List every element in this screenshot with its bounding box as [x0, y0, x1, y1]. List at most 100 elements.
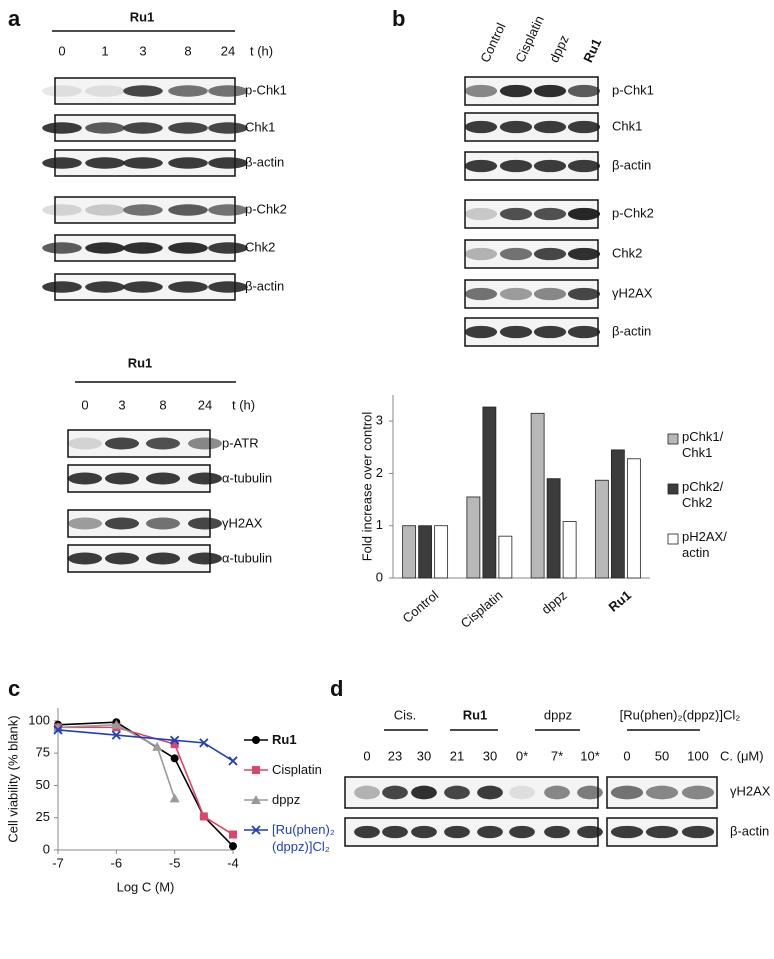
- blot-band: [123, 281, 163, 293]
- lane-label: Control: [477, 20, 508, 64]
- group-header: [Ru(phen)₂(dppz)]Cl₂: [620, 707, 741, 722]
- legend-marker: [252, 736, 260, 744]
- panel-label: a: [8, 6, 21, 31]
- blot-band: [187, 552, 223, 565]
- legend-swatch: [667, 433, 679, 445]
- blot-band: [187, 517, 223, 530]
- blot-band: [567, 84, 601, 98]
- y-tick-label: 100: [28, 712, 50, 727]
- blot-band: [645, 825, 679, 839]
- x-tick-label: Cisplatin: [458, 587, 506, 631]
- blot-band: [67, 472, 103, 485]
- blot-label: Chk1: [612, 118, 642, 133]
- blot-band: [168, 242, 208, 254]
- blot: [606, 776, 718, 809]
- blot-band: [645, 785, 679, 800]
- series-line: [57, 723, 176, 799]
- blot-band: [533, 207, 567, 221]
- blot-band: [42, 242, 82, 254]
- lane-label: 3: [139, 43, 146, 58]
- blot-band: [544, 825, 570, 839]
- bar: [482, 406, 497, 579]
- blot-band: [145, 437, 181, 450]
- lane-label: 24: [221, 43, 235, 58]
- marker: [199, 738, 209, 748]
- bar: [562, 521, 577, 579]
- legend-item: pChk1/ Chk1: [682, 429, 724, 460]
- blot-band: [168, 85, 208, 97]
- blot: [42, 114, 248, 142]
- blot-label: Chk2: [245, 239, 275, 254]
- lane-label: 21: [450, 748, 464, 763]
- x-tick-label: -4: [227, 855, 239, 870]
- y-tick-label: 50: [36, 777, 50, 792]
- blot-label: γH2AX: [730, 783, 771, 798]
- blot-band: [208, 242, 248, 254]
- x-tick-label: Control: [400, 587, 442, 626]
- blot-band: [187, 437, 223, 450]
- blot-band: [567, 207, 601, 221]
- blot: [42, 77, 248, 105]
- blot-band: [42, 281, 82, 293]
- blot-band: [681, 785, 715, 800]
- lane-label: 10*: [580, 748, 600, 763]
- unit-label: C. (μM): [720, 748, 764, 763]
- blot-band: [208, 122, 248, 134]
- blot-label: β-actin: [245, 278, 284, 293]
- blot-band: [85, 281, 125, 293]
- blot-band: [411, 785, 437, 800]
- blot-band: [145, 552, 181, 565]
- blot-band: [509, 785, 535, 800]
- blot-band: [168, 281, 208, 293]
- blot: [67, 544, 223, 573]
- unit-label: t (h): [250, 43, 273, 58]
- blot: [464, 76, 601, 106]
- blot: [344, 776, 603, 809]
- blot-band: [499, 247, 533, 261]
- lane-label: 0: [623, 748, 630, 763]
- blot-label: β-actin: [245, 154, 284, 169]
- blot-band: [567, 120, 601, 134]
- bar: [498, 535, 513, 579]
- blot-band: [104, 517, 140, 530]
- legend-item: pChk2/ Chk2: [682, 479, 723, 510]
- blot-band: [577, 825, 603, 839]
- blot-band: [208, 204, 248, 216]
- bar: [418, 525, 433, 579]
- marker: [111, 730, 121, 740]
- blot-band: [104, 552, 140, 565]
- blot: [67, 464, 223, 493]
- lane-label: dppz: [546, 33, 572, 65]
- lane-label: 0: [58, 43, 65, 58]
- bar: [594, 479, 609, 579]
- panel-label: d: [330, 676, 343, 701]
- lane-label: 0: [81, 397, 88, 412]
- lane-label: 30: [483, 748, 497, 763]
- blot: [464, 279, 601, 309]
- bar: [434, 525, 449, 579]
- bar: [626, 458, 641, 579]
- blot-band: [123, 122, 163, 134]
- lane-label: 30: [417, 748, 431, 763]
- lane-label: 8: [184, 43, 191, 58]
- blot-band: [42, 157, 82, 169]
- lane-label: 8: [159, 397, 166, 412]
- marker: [53, 722, 63, 732]
- marker: [229, 842, 237, 851]
- unit-label: t (h): [232, 397, 255, 412]
- blot-band: [533, 247, 567, 261]
- blot-band: [499, 287, 533, 301]
- legend-label: pChk1/ Chk1: [682, 429, 724, 460]
- blot-band: [123, 204, 163, 216]
- blot-band: [499, 325, 533, 339]
- blot-band: [411, 825, 437, 839]
- blot-band: [499, 207, 533, 221]
- y-tick-label: 1: [376, 517, 383, 532]
- blot: [42, 149, 248, 177]
- lane-label: 23: [388, 748, 402, 763]
- blot-band: [567, 287, 601, 301]
- blot-label: p-Chk2: [245, 201, 287, 216]
- blot-band: [464, 207, 498, 221]
- lane-label: 100: [687, 748, 709, 763]
- blot: [464, 239, 601, 269]
